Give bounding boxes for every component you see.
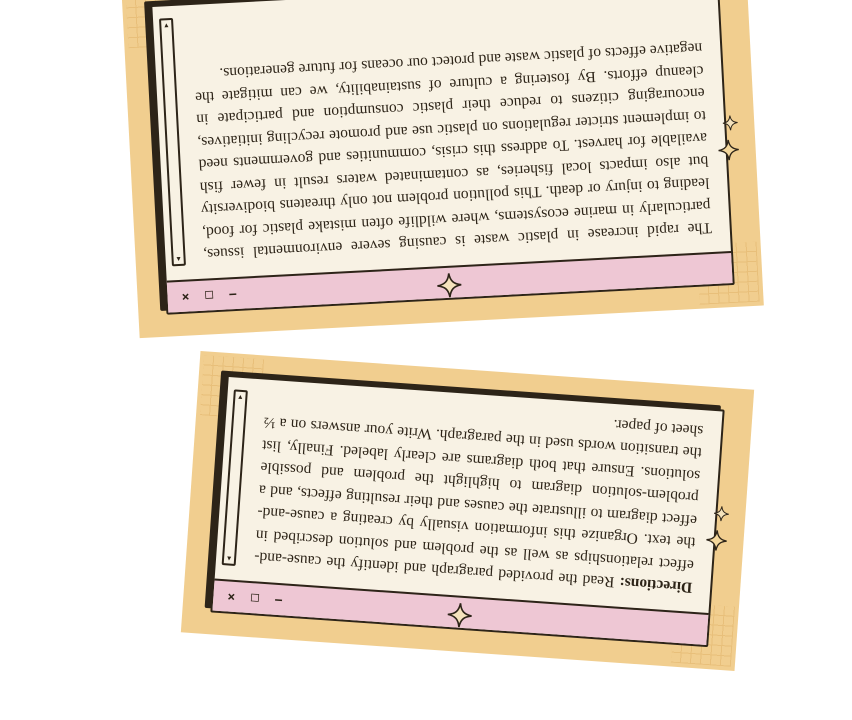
directions-text: Directions: Read the provided paragraph … bbox=[234, 387, 704, 598]
window-controls[interactable]: − □ × bbox=[177, 286, 237, 304]
directions-body-text: Read the provided paragraph and identify… bbox=[254, 414, 704, 591]
sparkle-icon bbox=[436, 272, 463, 299]
scroll-up-icon[interactable]: ▴ bbox=[176, 254, 181, 264]
passage-card: − □ × The rapid increase in plastic wast… bbox=[121, 0, 764, 338]
directions-card: − □ × Directions: Read the provided para… bbox=[181, 351, 754, 671]
scroll-down-icon[interactable]: ▾ bbox=[164, 20, 169, 30]
card-bg: − □ × Directions: Read the provided para… bbox=[181, 351, 754, 671]
window: − □ × Directions: Read the provided para… bbox=[210, 375, 724, 647]
titlebar-sparkle bbox=[436, 267, 464, 299]
scroll-up-icon[interactable]: ▴ bbox=[227, 553, 232, 563]
window-body: Directions: Read the provided paragraph … bbox=[215, 375, 723, 613]
card-bg: − □ × The rapid increase in plastic wast… bbox=[121, 0, 764, 338]
window: − □ × The rapid increase in plastic wast… bbox=[150, 0, 734, 315]
window-body: The rapid increase in plastic waste is c… bbox=[152, 0, 731, 281]
scroll-down-icon[interactable]: ▾ bbox=[238, 392, 243, 402]
passage-text: The rapid increase in plastic waste is c… bbox=[173, 36, 712, 266]
directions-label: Directions: bbox=[619, 574, 693, 596]
sparkle-icon bbox=[446, 601, 474, 629]
window-controls[interactable]: − □ × bbox=[223, 589, 283, 608]
titlebar-sparkle bbox=[446, 596, 474, 629]
